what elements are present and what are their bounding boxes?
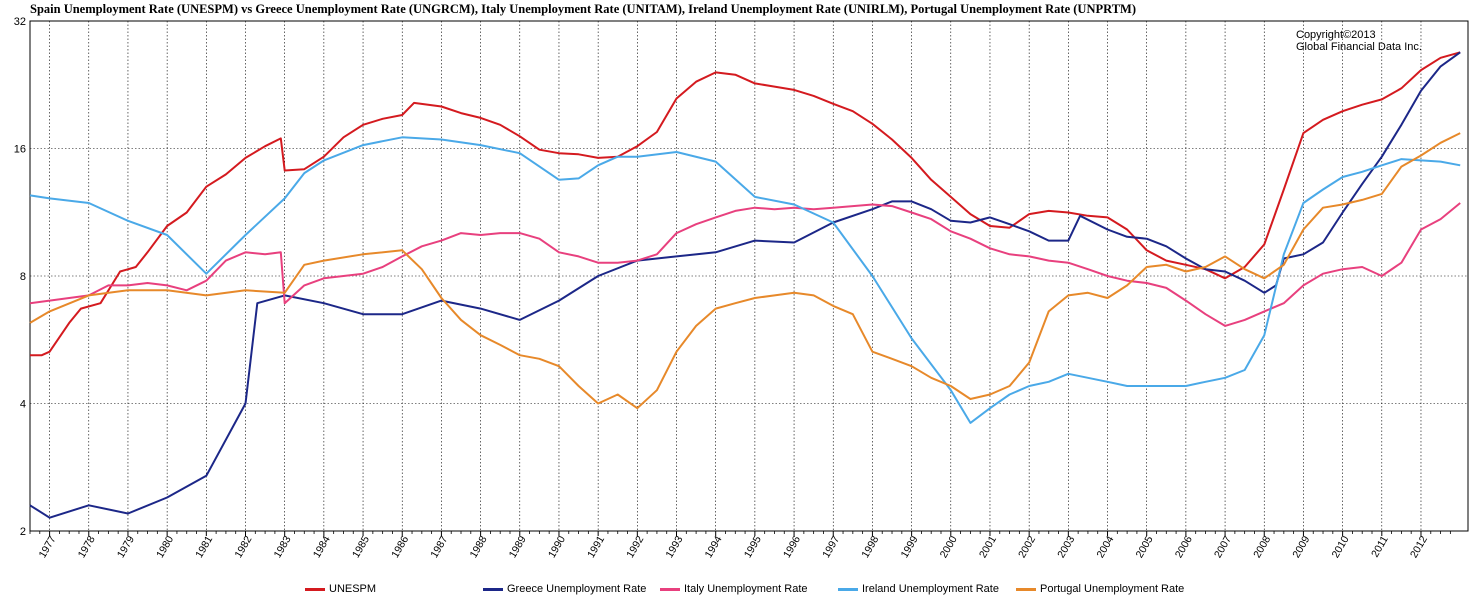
legend-item: Ireland Unemployment Rate xyxy=(838,583,999,595)
y-tick-label: 16 xyxy=(14,144,26,156)
x-tick-label: 1986 xyxy=(389,534,411,560)
legend-swatch xyxy=(660,587,680,591)
y-tick-label: 32 xyxy=(14,16,26,28)
legend-label: Ireland Unemployment Rate xyxy=(862,583,999,595)
legend-label: Portugal Unemployment Rate xyxy=(1040,583,1185,595)
legend-swatch xyxy=(305,587,325,591)
x-tick-label: 1987 xyxy=(428,534,450,560)
x-tick-label: 2012 xyxy=(1408,534,1430,560)
x-tick-label: 1988 xyxy=(468,534,490,560)
x-tick-label: 1994 xyxy=(703,534,725,560)
x-tick-label: 1993 xyxy=(663,534,685,560)
y-tick-label: 4 xyxy=(20,399,26,411)
series-line-0 xyxy=(30,51,1461,357)
x-tick-label: 1979 xyxy=(115,534,137,560)
x-tick-label: 2004 xyxy=(1094,534,1116,560)
x-tick-label: 1991 xyxy=(585,534,607,560)
x-tick-label: 1989 xyxy=(507,534,529,560)
y-tick-label: 8 xyxy=(20,271,26,283)
x-tick-label: 1981 xyxy=(193,534,215,560)
x-tick-label: 2006 xyxy=(1173,534,1195,560)
x-tick-label: 1990 xyxy=(546,534,568,560)
x-tick-label: 1985 xyxy=(350,534,372,560)
chart-title: Spain Unemployment Rate (UNESPM) vs Gree… xyxy=(30,2,1137,16)
x-tick-label: 2003 xyxy=(1055,534,1077,560)
series-line-3 xyxy=(29,136,1461,424)
x-tick-label: 1996 xyxy=(781,534,803,560)
x-tick-label: 2007 xyxy=(1212,534,1234,560)
copyright-line-1: Copyright©2013 xyxy=(1296,29,1376,41)
series-line-2 xyxy=(29,202,1461,327)
x-tick-label: 1983 xyxy=(272,534,294,560)
legend-label: UNESPM xyxy=(329,583,377,595)
x-tick-label: 2001 xyxy=(977,534,999,560)
y-tick-label: 2 xyxy=(20,526,26,538)
legend-swatch xyxy=(838,587,858,591)
copyright-line-2: Global Financial Data Inc. xyxy=(1296,41,1422,53)
x-tick-label: 1995 xyxy=(742,534,764,560)
grid xyxy=(30,21,1468,531)
x-tick-label: 1992 xyxy=(624,534,646,560)
legend: UNESPM Greece Unemployment Rate Italy Unem… xyxy=(0,583,1472,601)
legend-item: UNESPM xyxy=(305,583,376,595)
x-tick-label: 1998 xyxy=(859,534,881,560)
x-tick-label: 1978 xyxy=(76,534,98,560)
x-tick-label: 1977 xyxy=(37,534,59,560)
series-lines xyxy=(29,51,1461,519)
x-tick-label: 1999 xyxy=(899,534,921,560)
legend-swatch xyxy=(483,587,503,591)
legend-item: Greece Unemployment Rate xyxy=(483,583,646,595)
x-tick-label: 2011 xyxy=(1369,534,1391,560)
x-tick-label: 2002 xyxy=(1016,534,1038,560)
legend-item: Portugal Unemployment Rate xyxy=(1016,583,1184,595)
x-tick-label: 2009 xyxy=(1290,534,1312,560)
x-tick-label: 2000 xyxy=(938,534,960,560)
x-tick-label: 2010 xyxy=(1330,534,1352,560)
x-tick-label: 2005 xyxy=(1134,534,1156,560)
x-tick-label: 2008 xyxy=(1251,534,1273,560)
series-line-4 xyxy=(29,132,1461,410)
x-tick-label: 1982 xyxy=(232,534,254,560)
x-tick-label: 1997 xyxy=(820,534,842,560)
legend-item: Italy Unemployment Rate xyxy=(660,583,808,595)
legend-swatch xyxy=(1016,587,1036,591)
x-tick-label: 1980 xyxy=(154,534,176,560)
x-tick-label: 1984 xyxy=(311,534,333,560)
legend-label: Greece Unemployment Rate xyxy=(507,583,647,595)
legend-label: Italy Unemployment Rate xyxy=(684,583,808,595)
